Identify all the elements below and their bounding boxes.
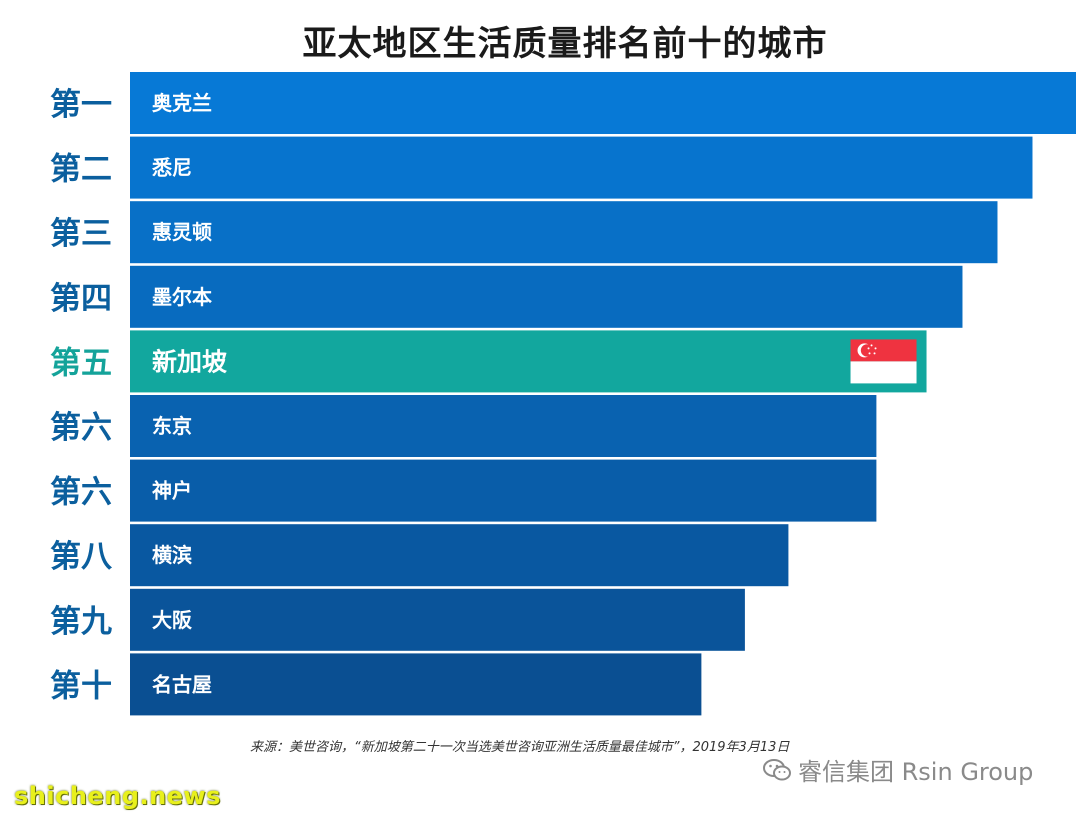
site-watermark: shicheng.news [14,782,221,810]
city-label: 奥克兰 [152,91,212,115]
bar-1 [130,72,1076,134]
bar-5 [130,330,927,393]
city-label: 大阪 [152,608,193,632]
rank-label: 第六 [50,475,112,511]
bar-4 [130,265,963,328]
rank-label: 第九 [50,604,112,640]
source-note: 来源：美世咨询，“新加坡第二十一次当选美世咨询亚洲生活质量最佳城市”，2019年… [250,740,790,755]
bar-10 [130,653,702,716]
city-label: 名古屋 [152,672,212,696]
rank-label: 第四 [50,281,112,317]
city-label: 横滨 [152,543,192,567]
city-label: 悉尼 [151,156,192,180]
watermark-text: 睿信集团 Rsin Group [798,758,1034,786]
bar-8 [130,524,789,587]
city-label: 东京 [152,414,192,438]
city-label: 墨尔本 [152,285,212,309]
chart-title: 亚太地区生活质量排名前十的城市 [302,24,828,64]
wechat-icon [763,758,791,780]
wechat-watermark: 睿信集团 Rsin Group [762,752,1033,787]
city-label: 惠灵顿 [152,220,212,244]
bar-6 [130,395,877,457]
rank-label: 第六 [50,410,112,446]
city-label: 神户 [152,479,192,503]
rank-label: 第八 [50,539,113,575]
city-label: 新加坡 [152,347,227,376]
rank-label: 第十 [50,668,112,704]
bar-3 [130,201,998,264]
rank-label: 第三 [50,216,112,252]
bar-9 [130,588,745,651]
bar-2 [130,136,1033,199]
rank-label: 第一 [50,87,112,123]
rank-label: 第五 [50,345,112,381]
bar-7 [130,459,877,522]
singapore-flag-icon [850,339,917,384]
rank-label: 第二 [50,152,112,188]
